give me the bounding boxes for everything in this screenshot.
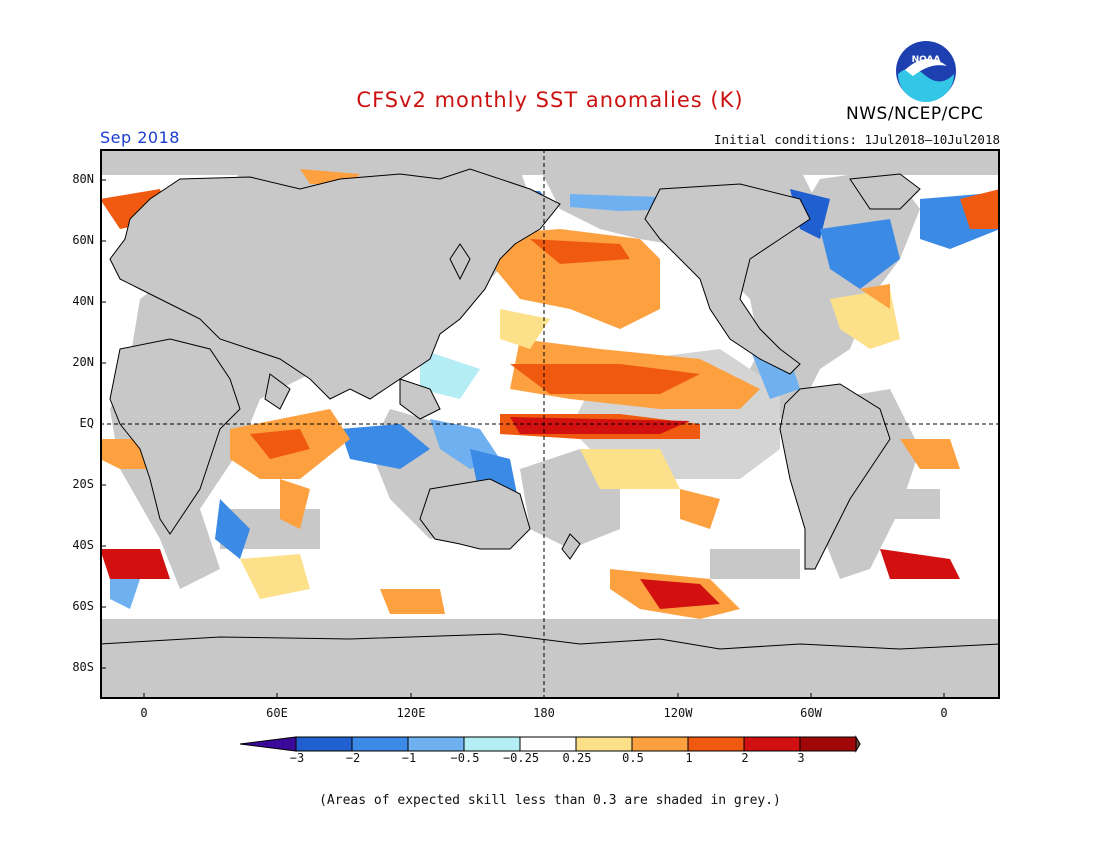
lat-label-60n: 60N — [72, 233, 94, 247]
colorbar — [239, 735, 861, 753]
lat-label-60s: 60S — [72, 599, 94, 613]
lon-label-0-east: 0 — [940, 706, 948, 720]
colorbar-cell — [855, 735, 861, 753]
colorbar-label-1: 1 — [685, 751, 693, 765]
japan — [449, 243, 471, 281]
land-masses — [100, 168, 1000, 699]
lon-label-180: 180 — [533, 706, 555, 720]
colorbar-label-3: 3 — [797, 751, 805, 765]
lon-label-120e: 120E — [396, 706, 426, 720]
colorbar-label-05: 0.5 — [622, 751, 644, 765]
map-border — [100, 149, 1000, 699]
colorbar-cell — [799, 736, 857, 752]
lat-label-80n: 80N — [72, 172, 94, 186]
colorbar-cell — [687, 736, 745, 752]
colorbar-cell — [295, 736, 353, 752]
colorbar-label-m05: −0.5 — [450, 751, 480, 765]
colorbar-label-2: 2 — [741, 751, 749, 765]
lon-label-120w: 120W — [663, 706, 693, 720]
africa — [109, 338, 241, 535]
colorbar-cell — [239, 736, 297, 752]
colorbar-cell — [575, 736, 633, 752]
noaa-logo: NOAA — [896, 41, 956, 102]
lon-label-60w: 60W — [800, 706, 822, 720]
lat-label-40s: 40S — [72, 538, 94, 552]
map-title: CFSv2 monthly SST anomalies (K) — [356, 88, 744, 112]
valid-month-label: Sep 2018 — [100, 128, 180, 147]
india — [264, 373, 291, 410]
lon-label-0-west: 0 — [140, 706, 148, 720]
lon-label-60e: 60E — [266, 706, 288, 720]
colorbar-label-m2: −2 — [345, 751, 361, 765]
lat-label-eq: EQ — [79, 416, 94, 430]
colorbar-cell — [407, 736, 465, 752]
colorbar-label-m1: −1 — [401, 751, 417, 765]
colorbar-cell — [351, 736, 409, 752]
maritime-continent — [399, 378, 441, 420]
antarctica — [100, 633, 1000, 699]
colorbar-label-m3: −3 — [289, 751, 305, 765]
colorbar-cell — [631, 736, 689, 752]
south-america — [779, 383, 891, 570]
agency-label: NWS/NCEP/CPC — [846, 104, 984, 124]
lat-label-40n: 40N — [72, 294, 94, 308]
greenland — [849, 173, 921, 210]
sst-anomaly-map — [100, 149, 1000, 699]
north-america — [644, 183, 811, 375]
colorbar-cell — [743, 736, 801, 752]
colorbar-cell — [519, 736, 577, 752]
eurasia — [109, 168, 561, 400]
lat-label-20s: 20S — [72, 477, 94, 491]
lat-label-80s: 80S — [72, 660, 94, 674]
initial-conditions-label: Initial conditions: 1Jul2018–10Jul2018 — [714, 132, 1000, 147]
australia — [419, 478, 531, 550]
lat-label-20n: 20N — [72, 355, 94, 369]
new-zealand — [561, 533, 581, 560]
warm-anomalies — [100, 169, 1000, 619]
logo-text: NOAA — [912, 55, 941, 65]
colorbar-cell — [463, 736, 521, 752]
colorbar-label-m025: −0.25 — [502, 751, 540, 765]
colorbar-label-025: 0.25 — [562, 751, 592, 765]
skill-footnote: (Areas of expected skill less than 0.3 a… — [319, 793, 781, 808]
